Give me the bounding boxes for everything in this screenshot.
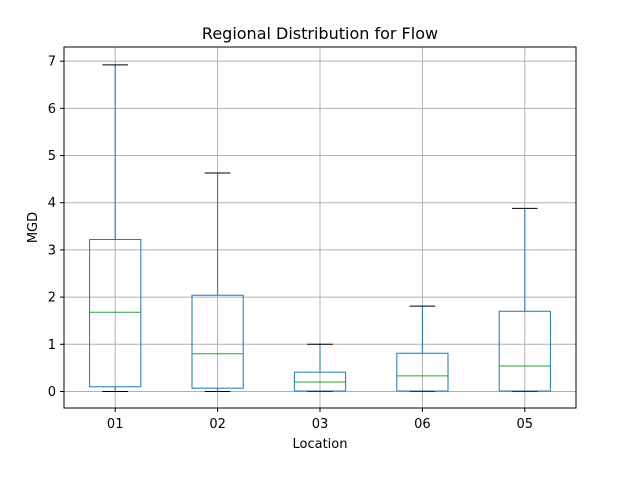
x-tick-label: 01 bbox=[107, 417, 124, 432]
chart-title: Regional Distribution for Flow bbox=[202, 24, 438, 43]
y-tick-label: 4 bbox=[48, 196, 56, 211]
y-tick-label: 6 bbox=[48, 102, 56, 117]
iqr-box bbox=[191, 294, 244, 389]
box-01 bbox=[89, 64, 142, 392]
y-tick-label: 3 bbox=[48, 243, 56, 258]
box-05 bbox=[498, 207, 551, 392]
box-series bbox=[89, 64, 551, 392]
x-tick-label: 06 bbox=[414, 417, 431, 432]
box-06 bbox=[396, 305, 449, 392]
box-03 bbox=[293, 343, 347, 392]
y-tick-label: 0 bbox=[48, 385, 56, 400]
y-tick-label: 2 bbox=[48, 291, 56, 306]
iqr-box bbox=[396, 352, 449, 392]
box-02 bbox=[191, 172, 244, 392]
x-tick-label: 02 bbox=[209, 417, 226, 432]
iqr-box bbox=[498, 310, 551, 392]
x-tick-label: 03 bbox=[312, 417, 329, 432]
x-tick-label: 05 bbox=[517, 417, 534, 432]
x-axis-label: Location bbox=[293, 437, 348, 452]
y-tick-label: 7 bbox=[48, 55, 56, 70]
iqr-box bbox=[89, 239, 142, 388]
y-tick-label: 1 bbox=[48, 338, 56, 353]
y-axis-label: MGD bbox=[26, 212, 41, 243]
y-tick-label: 5 bbox=[48, 149, 56, 164]
